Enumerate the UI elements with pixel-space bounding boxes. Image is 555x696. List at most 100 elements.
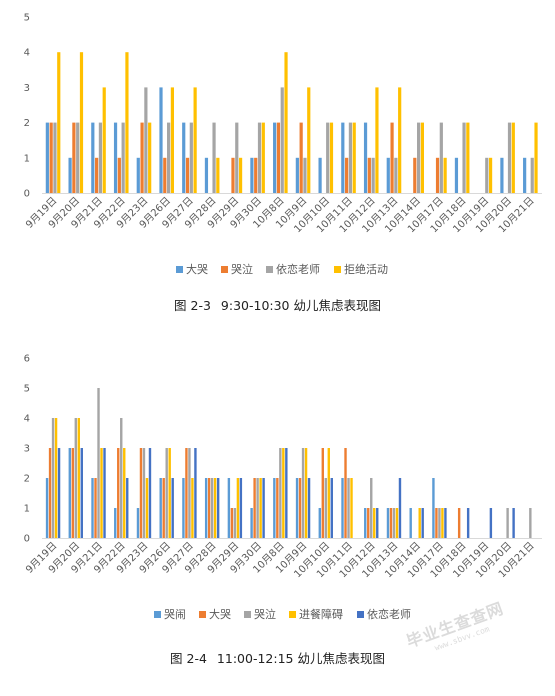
chart-2-bar-哭闹-10月8日 bbox=[273, 478, 276, 538]
chart-2-bar-哭泣-10月10日 bbox=[324, 478, 327, 538]
chart-2-bar-大哭-9月28日 bbox=[207, 478, 211, 538]
chart-2-bar-依恋老师-9月21日 bbox=[103, 448, 106, 538]
chart-1-bar-依恋老师-9月19日 bbox=[53, 122, 57, 193]
chart-1-bar-拒绝活动-9月23日 bbox=[148, 122, 152, 193]
chart-1-ytick: 5 bbox=[24, 13, 30, 24]
chart-2-legend-label: 哭闹 bbox=[164, 608, 186, 621]
chart-2-bar-进餐障碍-10月10日 bbox=[327, 448, 330, 538]
chart-2-bar-哭闹-10月12日 bbox=[364, 508, 367, 538]
chart-1-bar-拒绝活动-10月10日 bbox=[329, 122, 334, 193]
chart-1-bar-依恋老师-9月20日 bbox=[76, 122, 80, 193]
chart-2-bar-哭泣-9月28日 bbox=[210, 478, 214, 538]
chart-1-caption-text: 9:30-10:30 幼儿焦虑表现图 bbox=[220, 298, 381, 313]
chart-2-bar-进餐障碍-9月23日 bbox=[145, 478, 149, 538]
chart-1-bar-哭泣-9月21日 bbox=[95, 157, 99, 193]
chart-2-ytick: 4 bbox=[24, 414, 30, 425]
chart-1-legend-swatch bbox=[221, 266, 228, 273]
chart-1-legend-swatch bbox=[176, 266, 183, 273]
chart-2-bar-哭闹-10月9日 bbox=[295, 478, 299, 538]
chart-2-bar-进餐障碍-9月20日 bbox=[77, 418, 80, 538]
chart-2-legend-swatch bbox=[244, 611, 251, 618]
chart-2-bar-依恋老师-9月26日 bbox=[171, 478, 174, 538]
chart-2-bar-依恋老师-10月10日 bbox=[330, 478, 333, 538]
chart-2-bar-大哭-10月8日 bbox=[276, 478, 279, 538]
chart-2-bar-哭闹-10月10日 bbox=[318, 508, 321, 538]
chart-2-bar-依恋老师-9月20日 bbox=[80, 448, 83, 538]
chart-1-bar-拒绝活动-9月20日 bbox=[79, 52, 84, 194]
chart-1-bar-大哭-9月19日 bbox=[45, 122, 49, 193]
chart-2-bar-进餐障碍-9月26日 bbox=[168, 448, 171, 538]
chart-1-bar-依恋老师-10月21日 bbox=[530, 157, 534, 193]
chart-2-bar-依恋老师-10月17日 bbox=[444, 508, 447, 538]
chart-1-bar-哭泣-9月30日 bbox=[254, 157, 258, 193]
chart-2-bar-大哭-10月13日 bbox=[389, 508, 393, 538]
chart-2-bar-依恋老师-10月8日 bbox=[285, 448, 288, 538]
chart-1-bar-拒绝活动-10月11日 bbox=[352, 122, 356, 193]
chart-2-bar-哭泣-10月8日 bbox=[279, 448, 282, 538]
chart-2-bar-依恋老师-10月20日 bbox=[512, 508, 515, 538]
chart-2-bar-大哭-10月17日 bbox=[435, 508, 438, 538]
chart-1-bar-大哭-9月30日 bbox=[250, 157, 254, 193]
chart-2-bar-大哭-9月27日 bbox=[185, 448, 188, 538]
chart-1-bar-拒绝活动-10月9日 bbox=[307, 87, 311, 193]
chart-1-bar-哭泣-9月22日 bbox=[117, 157, 121, 193]
chart-1-bar-拒绝活动-9月21日 bbox=[102, 87, 106, 193]
chart-2-bar-哭泣-9月21日 bbox=[97, 388, 100, 538]
chart-1-bar-拒绝活动-10月14日 bbox=[420, 122, 424, 193]
chart-1-legend-label: 拒绝活动 bbox=[344, 262, 388, 276]
chart-1-legend-swatch bbox=[266, 266, 273, 273]
chart-1-bar-哭泣-10月17日 bbox=[435, 157, 440, 193]
chart-1-bar-哭泣-10月11日 bbox=[345, 157, 349, 193]
chart-1-bar-哭泣-9月19日 bbox=[49, 122, 53, 193]
chart-1-bar-依恋老师-10月11日 bbox=[348, 122, 353, 193]
chart-2-bar-进餐障碍-9月28日 bbox=[213, 478, 217, 538]
chart-1-bar-大哭-10月8日 bbox=[273, 122, 277, 193]
chart-2-bar-哭泣-9月27日 bbox=[188, 448, 191, 538]
chart-1-bar-拒绝活动-10月17日 bbox=[443, 157, 447, 193]
chart-1-legend-label: 哭泣 bbox=[231, 262, 253, 276]
chart-1-ytick: 4 bbox=[24, 48, 30, 59]
chart-panel-1: 0 1 2 3 4 5 9月19日 9月20日 9月21日 9月22日 9月23日 9月26日 9月27… bbox=[6, 4, 548, 286]
chart-2-figure-num: 图 2-4 bbox=[170, 651, 207, 666]
chart-2-bar-依恋老师-9月23日 bbox=[148, 448, 152, 538]
chart-1-bar-拒绝活动-10月21日 bbox=[534, 122, 538, 193]
chart-2-ytick: 2 bbox=[24, 474, 30, 485]
chart-1-svg: 0123459月19日9月20日9月21日9月22日9月23日9月26日9月27… bbox=[23, 13, 542, 276]
chart-2-bar-哭闹-9月27日 bbox=[182, 478, 185, 538]
chart-1-ytick: 0 bbox=[24, 189, 30, 200]
chart-2-bar-依恋老师-9月22日 bbox=[126, 478, 129, 538]
chart-1-figure-num: 图 2-3 bbox=[174, 298, 211, 313]
chart-2-bar-大哭-9月30日 bbox=[253, 478, 256, 538]
chart-2-bar-进餐障碍-10月11日 bbox=[350, 478, 353, 538]
chart-1-bar-依恋老师-9月30日 bbox=[257, 122, 262, 193]
chart-2-bar-哭泣-10月21日 bbox=[529, 508, 532, 538]
chart-2-bar-哭泣-9月19日 bbox=[51, 418, 55, 538]
chart-1-bar-哭泣-9月23日 bbox=[140, 122, 144, 193]
chart-1-bar-依恋老师-9月27日 bbox=[189, 122, 193, 193]
chart-1-bar-哭泣-10月13日 bbox=[390, 122, 394, 193]
chart-1-legend-label: 大哭 bbox=[186, 262, 208, 276]
chart-2-ytick: 3 bbox=[24, 444, 30, 455]
chart-2-bar-哭闹-9月19日 bbox=[45, 478, 49, 538]
chart-2-bar-进餐障碍-9月29日 bbox=[236, 478, 240, 538]
chart-1-bar-哭泣-10月8日 bbox=[276, 122, 281, 193]
chart-1-bar-依恋老师-10月17日 bbox=[439, 122, 443, 193]
chart-2-bar-进餐障碍-9月27日 bbox=[191, 478, 194, 538]
chart-2-bar-大哭-10月11日 bbox=[344, 448, 347, 538]
chart-1-bar-大哭-10月9日 bbox=[295, 157, 299, 193]
chart-1-bar-拒绝活动-10月20日 bbox=[511, 122, 515, 193]
chart-1-bar-拒绝活动-9月22日 bbox=[125, 52, 129, 194]
chart-1-bar-依恋老师-10月19日 bbox=[485, 157, 489, 193]
chart-2-bar-依恋老师-10月18日 bbox=[466, 508, 470, 538]
chart-2-bar-哭泣-9月22日 bbox=[120, 418, 123, 538]
chart-2-bar-大哭-9月22日 bbox=[117, 448, 120, 538]
chart-2-bar-进餐障碍-9月22日 bbox=[123, 448, 126, 538]
chart-1-ytick: 3 bbox=[24, 83, 30, 94]
chart-2-legend-label: 依恋老师 bbox=[367, 607, 411, 621]
chart-2-bar-哭泣-10月13日 bbox=[392, 508, 396, 538]
chart-1-bar-依恋老师-9月23日 bbox=[144, 87, 148, 193]
chart-2-bar-哭泣-10月11日 bbox=[347, 478, 350, 538]
chart-2-bar-进餐障碍-9月21日 bbox=[100, 448, 103, 538]
chart-1-bar-大哭-9月22日 bbox=[113, 122, 118, 193]
chart-2-bar-依恋老师-9月27日 bbox=[194, 448, 197, 538]
